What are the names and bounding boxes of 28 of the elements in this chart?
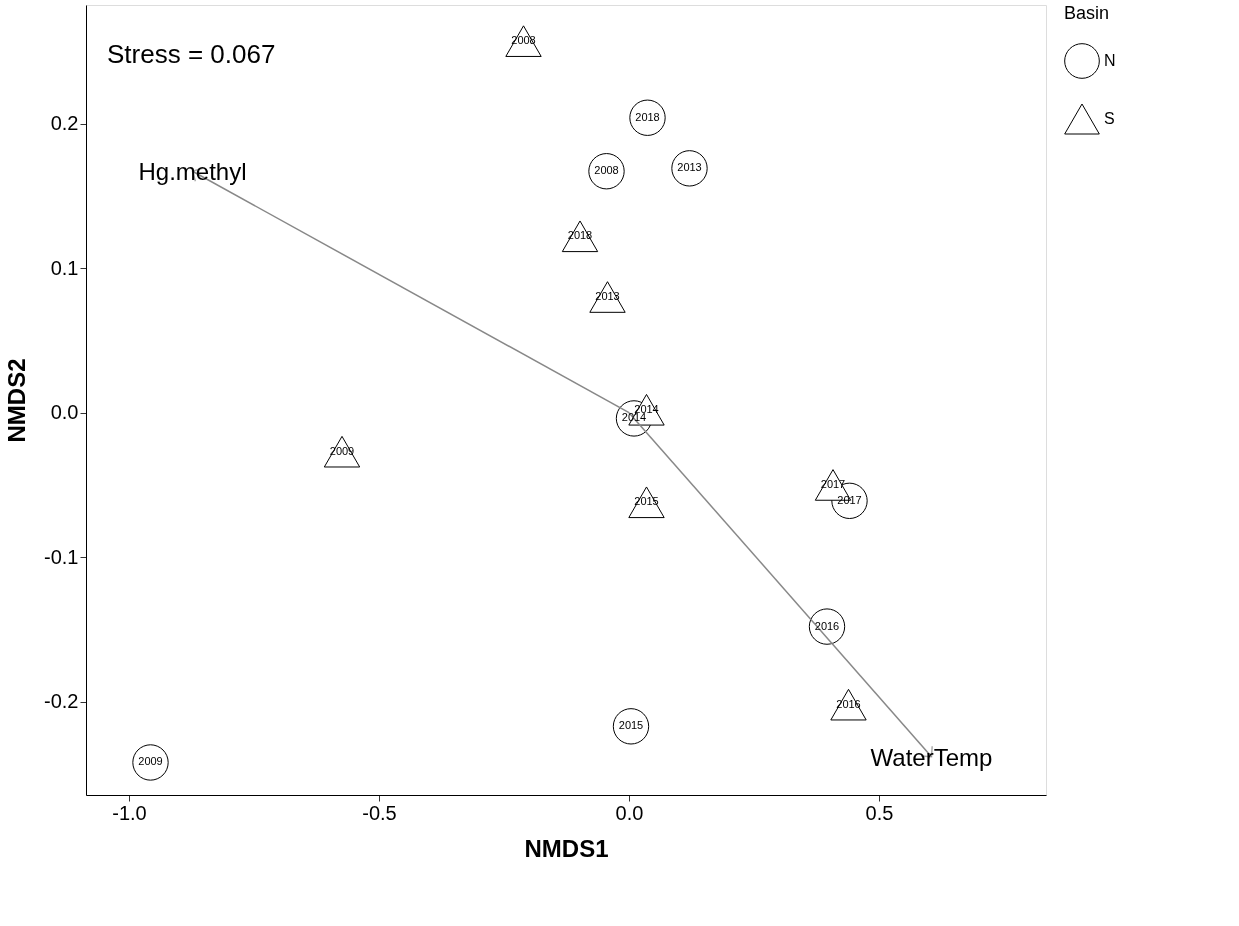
annotation: 2008 xyxy=(511,34,536,47)
legend-label: N xyxy=(1104,52,1116,69)
x-axis-title: NMDS1 xyxy=(524,834,609,862)
annotation: 2017 xyxy=(820,477,846,490)
x-tick-label: -0.5 xyxy=(362,801,397,824)
annotation: Stress = 0.067 xyxy=(107,39,276,69)
x-tick-label: -1.0 xyxy=(112,801,147,824)
legend-title: Basin xyxy=(1064,3,1110,23)
annotation: 2017 xyxy=(837,493,862,506)
annotation: 2009 xyxy=(329,444,355,457)
x-tick-label: 0.0 xyxy=(615,801,644,824)
x-tick-label: 0.5 xyxy=(865,801,894,824)
y-tick-label: -0.1 xyxy=(44,545,79,568)
y-tick-label: -0.2 xyxy=(44,690,79,713)
annotation: 2018 xyxy=(567,229,593,242)
y-tick-label: 0.1 xyxy=(50,256,79,279)
annotation: 2016 xyxy=(814,619,840,632)
series-label: WaterTemp xyxy=(870,743,993,771)
y-tick-label: 0.2 xyxy=(50,112,79,135)
annotation: 2009 xyxy=(138,755,163,768)
legend-label: S xyxy=(1104,110,1115,127)
series-label: Hg.methyl xyxy=(138,158,247,186)
annotation: 2008 xyxy=(594,164,619,177)
y-axis-title: NMDS2 xyxy=(3,358,31,443)
annotation: 2015 xyxy=(618,719,644,732)
annotation: 2018 xyxy=(635,110,660,123)
y-tick-label: 0.0 xyxy=(50,401,79,424)
annotation: 2013 xyxy=(677,161,702,174)
